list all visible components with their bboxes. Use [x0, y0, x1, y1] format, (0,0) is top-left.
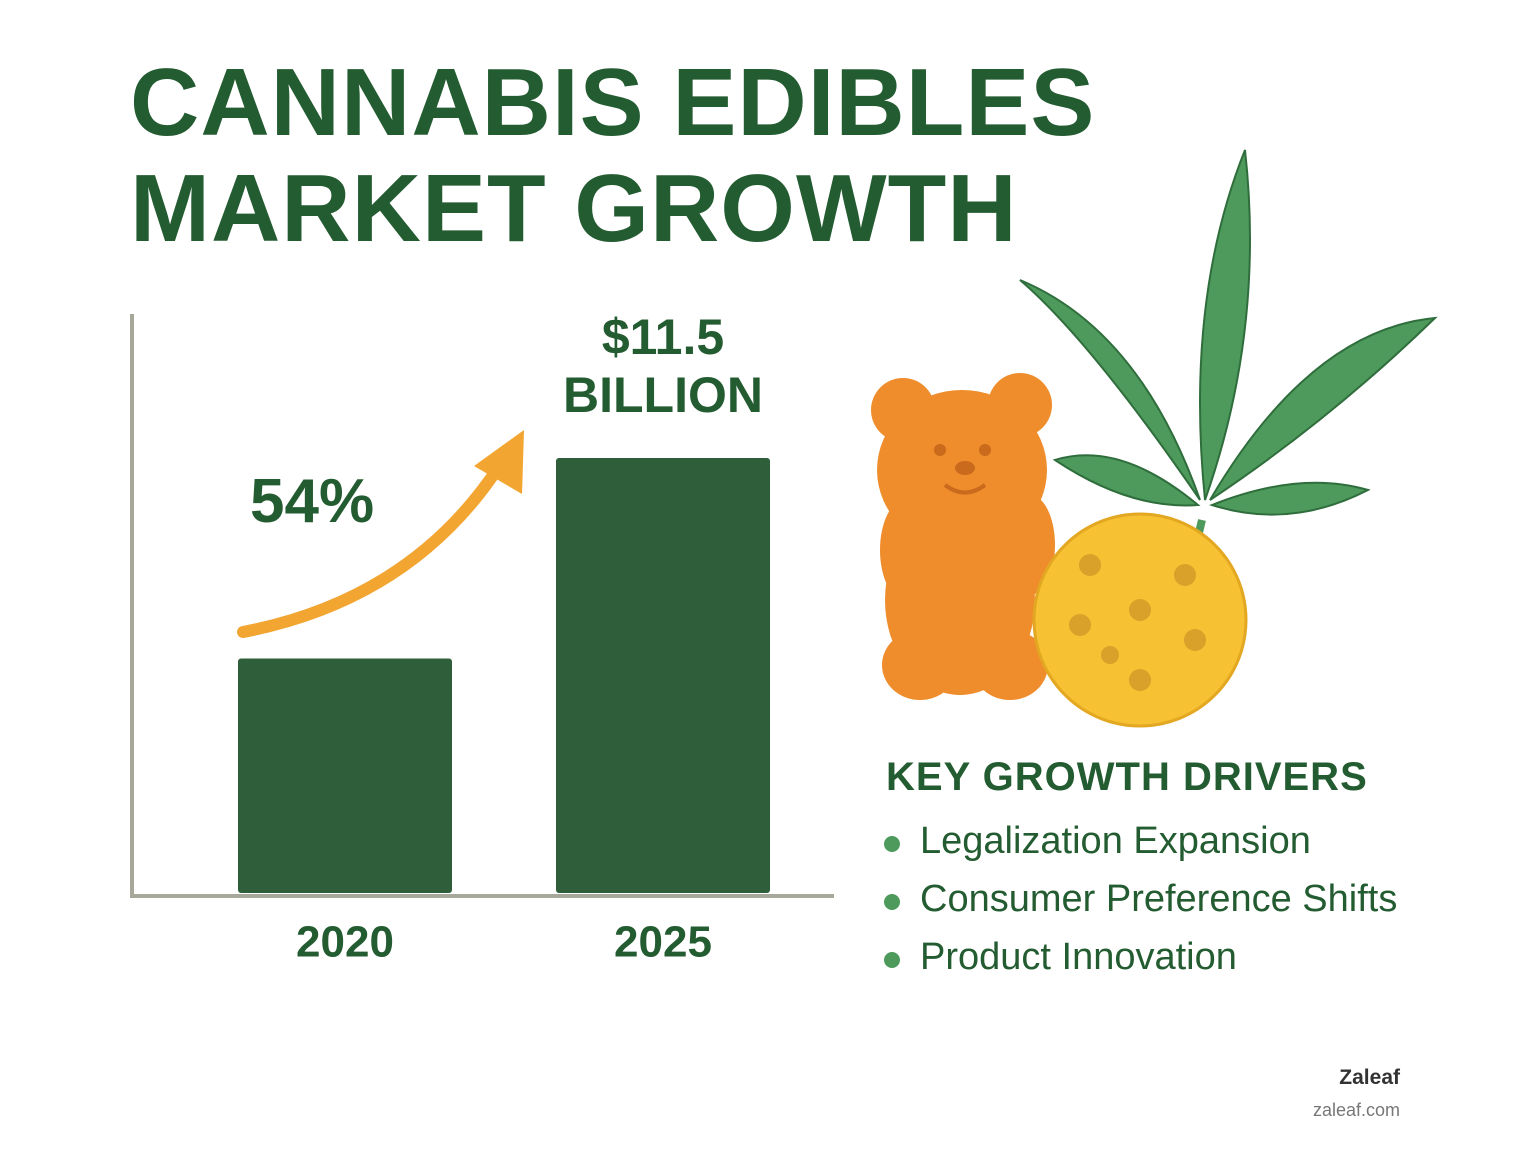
- bullet: [884, 836, 900, 852]
- gummy-bear: [871, 373, 1055, 700]
- drivers-heading: KEY GROWTH DRIVERS: [886, 755, 1368, 799]
- cookie: [1032, 512, 1248, 728]
- x-tick-label: 2020: [296, 918, 394, 967]
- value-label: $11.5 BILLION: [563, 309, 763, 423]
- bullet: [884, 952, 900, 968]
- driver-item: Product Innovation: [920, 936, 1237, 978]
- growth-arrow: [237, 430, 524, 638]
- bar: [238, 658, 452, 893]
- url: zaleaf.com: [1312, 1100, 1400, 1120]
- bar: [556, 458, 770, 893]
- driver-item: Consumer Preference Shifts: [920, 878, 1398, 920]
- driver-item: Legalization Expansion: [920, 820, 1311, 862]
- annotation: 54%: [250, 467, 375, 536]
- x-tick-label: 2025: [614, 918, 712, 967]
- bullet: [884, 894, 900, 910]
- cannabis-leaf: [1019, 149, 1438, 546]
- chart-title: CANNABIS EDIBLES MARKET GROWTH: [130, 49, 1096, 262]
- brand: Zaleaf: [1339, 1066, 1400, 1089]
